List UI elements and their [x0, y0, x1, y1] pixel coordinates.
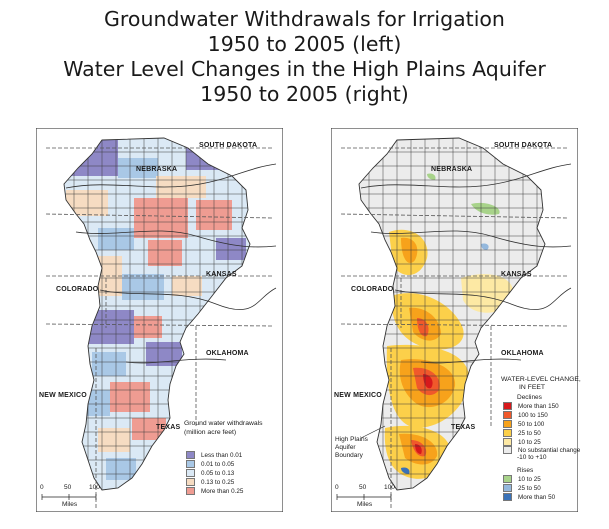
legend-swatch	[503, 446, 512, 454]
legend-label: 25 to 50	[518, 484, 541, 492]
legend-label: 10 to 25	[518, 475, 541, 483]
legend-swatch	[503, 475, 512, 483]
state-label-texas: TEXAS	[451, 424, 476, 431]
legend-no-change-range: -10 to +10	[517, 454, 547, 461]
state-label-nebraska: NEBRASKA	[136, 166, 178, 173]
state-label-south-dakota: SOUTH DAKOTA	[199, 142, 258, 149]
scale-tick-50: 50	[64, 484, 72, 491]
scale-tick-100: 100	[384, 484, 395, 491]
legend-title-line-2: (million acre feet)	[184, 429, 237, 436]
legend-label: 0.13 to 0.25	[201, 478, 235, 486]
scale-unit: Miles	[357, 501, 373, 508]
water-level-legend: WATER-LEVEL CHANGE, IN FEET Declines Mor…	[501, 376, 581, 506]
legend-label: 10 to 25	[518, 438, 541, 446]
legend-item-withdrawal-2: 0.05 to 0.13	[186, 469, 234, 477]
boundary-label-line-3: Boundary	[335, 452, 363, 459]
legend-item-withdrawal-3: 0.13 to 0.25	[186, 478, 234, 486]
legend-swatch	[503, 484, 512, 492]
state-label-nebraska: NEBRASKA	[431, 166, 473, 173]
title-line-2: 1950 to 2005 (left)	[207, 32, 402, 56]
legend-item-decline-0: More than 150	[503, 402, 559, 410]
state-label-texas: TEXAS	[156, 424, 181, 431]
legend-title-line-1: Ground water withdrawals	[184, 420, 263, 427]
legend-label: 50 to 100	[518, 420, 545, 428]
legend-swatch	[503, 438, 512, 446]
scale-tick-0: 0	[335, 484, 339, 491]
legend-label: More than 50	[518, 493, 556, 501]
legend-swatch	[186, 460, 195, 468]
state-label-kansas: KANSAS	[206, 271, 237, 278]
state-label-colorado: COLORADO	[56, 286, 99, 293]
boundary-label-line-2: Aquifer	[335, 444, 356, 451]
legend-item-rise-2: More than 50	[503, 493, 555, 501]
scale-unit: Miles	[62, 501, 78, 508]
scale-bar	[41, 494, 97, 500]
legend-swatch	[186, 487, 195, 495]
title-line-4: 1950 to 2005 (right)	[200, 82, 409, 106]
title-line-1: Groundwater Withdrawals for Irrigation	[104, 7, 505, 31]
legend-title-line-1: WATER-LEVEL CHANGE,	[501, 376, 581, 383]
state-label-kansas: KANSAS	[501, 271, 532, 278]
legend-label: 100 to 150	[518, 411, 548, 419]
legend-swatch	[503, 429, 512, 437]
state-label-oklahoma: OKLAHOMA	[501, 350, 544, 357]
legend-item-withdrawal-1: 0.01 to 0.05	[186, 460, 234, 468]
state-label-new-mexico: NEW MEXICO	[334, 392, 382, 399]
boundary-label-line-1: High Plains	[335, 436, 368, 443]
legend-label: More than 150	[518, 402, 559, 410]
legend-label: 0.01 to 0.05	[201, 460, 235, 468]
scale-bar	[336, 494, 392, 500]
legend-item-decline-2: 50 to 100	[503, 420, 544, 428]
legend-item-no-change: No substantial change	[503, 446, 580, 454]
legend-item-rise-1: 25 to 50	[503, 484, 541, 492]
water-level-map-canvas	[331, 128, 578, 512]
legend-swatch	[186, 469, 195, 477]
legend-swatch	[503, 420, 512, 428]
state-label-colorado: COLORADO	[351, 286, 394, 293]
withdrawals-map-canvas	[36, 128, 283, 512]
legend-declines-label: Declines	[517, 394, 542, 401]
legend-label: No substantial change	[518, 446, 581, 454]
legend-swatch	[186, 451, 195, 459]
withdrawals-map: SOUTH DAKOTA NEBRASKA KANSAS COLORADO OK…	[36, 128, 283, 512]
legend-label: 0.05 to 0.13	[201, 469, 235, 477]
legend-item-decline-4: 10 to 25	[503, 438, 541, 446]
state-label-new-mexico: NEW MEXICO	[39, 392, 87, 399]
state-label-oklahoma: OKLAHOMA	[206, 350, 249, 357]
withdrawals-legend: Ground water withdrawals (million acre f…	[184, 420, 280, 502]
legend-item-decline-3: 25 to 50	[503, 429, 541, 437]
legend-item-withdrawal-0: Less than 0.01	[186, 451, 242, 459]
legend-label: Less than 0.01	[201, 451, 243, 459]
legend-item-rise-0: 10 to 25	[503, 475, 541, 483]
legend-swatch	[503, 493, 512, 501]
legend-label: 25 to 50	[518, 429, 541, 437]
legend-swatch	[186, 478, 195, 486]
legend-rises-label: Rises	[517, 467, 534, 474]
scale-tick-50: 50	[359, 484, 367, 491]
scale-tick-0: 0	[40, 484, 44, 491]
legend-item-withdrawal-4: More than 0.25	[186, 487, 243, 495]
legend-swatch	[503, 411, 512, 419]
legend-swatch	[503, 402, 512, 410]
legend-title-line-2: IN FEET	[519, 384, 546, 391]
legend-item-decline-1: 100 to 150	[503, 411, 548, 419]
legend-label: More than 0.25	[201, 487, 244, 495]
scale-tick-100: 100	[89, 484, 100, 491]
water-level-change-map: SOUTH DAKOTA NEBRASKA KANSAS COLORADO OK…	[331, 128, 581, 512]
title-line-3: Water Level Changes in the High Plains A…	[63, 57, 546, 81]
state-label-south-dakota: SOUTH DAKOTA	[494, 142, 553, 149]
